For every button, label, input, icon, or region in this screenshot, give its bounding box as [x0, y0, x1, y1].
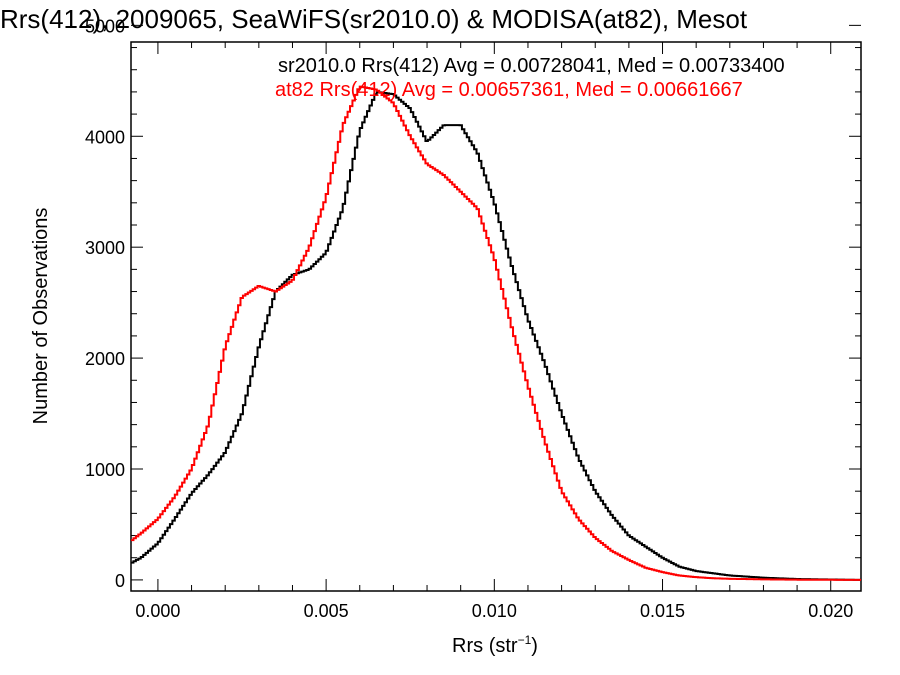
x-axis-label: Rrs (str−1): [452, 633, 538, 657]
y-tick-label: 2000: [85, 349, 125, 369]
axis-ticks: 0.000 0.005 0.010 0.015 0.020 0 1000 2000 3000 40…: [85, 16, 861, 621]
x-axis-label-tail: ): [531, 635, 538, 657]
y-tick-label: 3000: [85, 238, 125, 258]
x-tick-label: 0.000: [135, 601, 180, 621]
legend-entry-sr2010: sr2010.0 Rrs(412) Avg = 0.00728041, Med …: [278, 55, 785, 77]
x-tick-label: 0.005: [304, 601, 349, 621]
y-tick-label: 5000: [85, 16, 125, 36]
x-tick-label: 0.010: [472, 601, 517, 621]
x-tick-label: 0.020: [808, 601, 853, 621]
x-tick-label: 0.015: [640, 601, 685, 621]
plot-frame: [130, 41, 862, 592]
series-layer: [131, 85, 861, 581]
x-axis-label-superscript: −1: [518, 633, 532, 647]
series-sr2010-line: [131, 91, 861, 581]
plot-area: 0.000 0.005 0.010 0.015 0.020 0 1000 2000 3000 40…: [85, 16, 862, 621]
legend-entry-at82: at82 Rrs(412) Avg = 0.00657361, Med = 0.…: [275, 79, 743, 101]
chart-title: Rrs(412), 2009065, SeaWiFS(sr2010.0) & M…: [0, 4, 748, 34]
y-tick-label: 0: [115, 571, 125, 591]
series-at82-line: [131, 85, 861, 581]
y-axis-label: Number of Observations: [30, 208, 52, 425]
y-tick-label: 1000: [85, 460, 125, 480]
y-tick-label: 4000: [85, 127, 125, 147]
x-axis-label-main: Rrs (str: [452, 635, 518, 657]
